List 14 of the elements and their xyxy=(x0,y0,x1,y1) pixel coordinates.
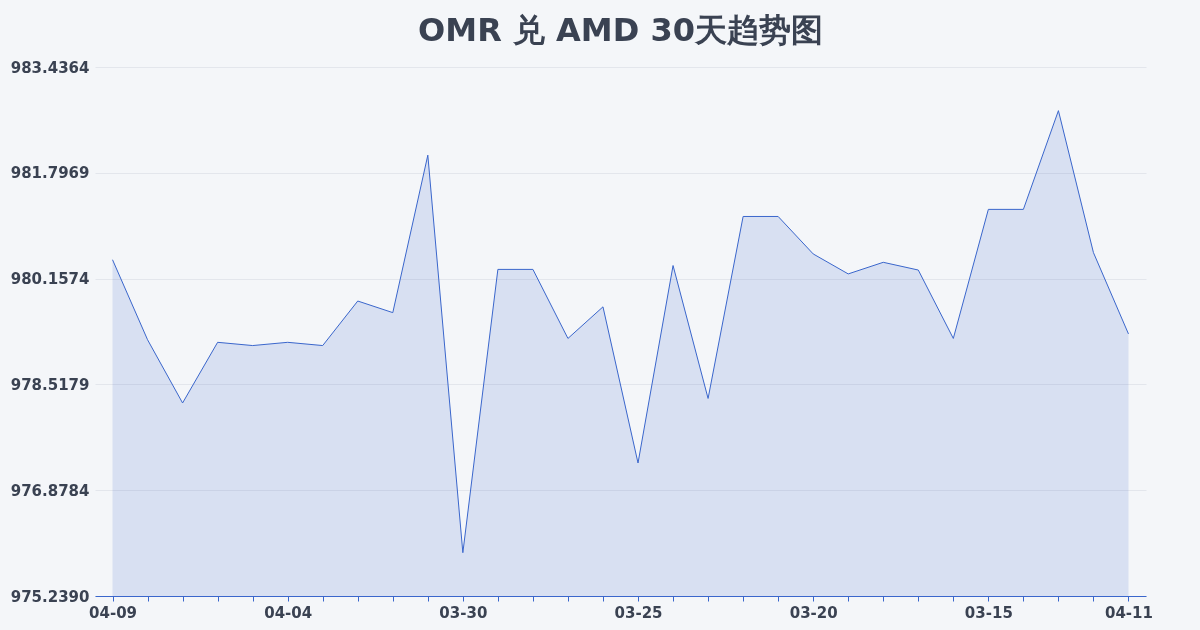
y-tick-label: 983.4364 xyxy=(10,58,90,77)
y-tick-label: 975.2390 xyxy=(10,587,90,606)
y-tick-label: 980.1574 xyxy=(10,270,90,289)
x-tick-label: 03-15 xyxy=(964,603,1013,622)
x-tick-label: 04-09 xyxy=(89,603,138,622)
x-tick-label: 03-30 xyxy=(439,603,488,622)
x-tick-label: 03-20 xyxy=(789,603,838,622)
x-tick-label: 04-11 xyxy=(1104,603,1153,622)
chart-title: OMR 兑 AMD 30天趋势图 xyxy=(418,11,823,49)
x-tick-label: 04-04 xyxy=(264,603,313,622)
y-tick-label: 976.8784 xyxy=(10,481,90,500)
y-tick-label: 981.7969 xyxy=(10,164,90,183)
x-tick-label: 03-25 xyxy=(614,603,663,622)
y-tick-label: 978.5179 xyxy=(10,375,90,394)
